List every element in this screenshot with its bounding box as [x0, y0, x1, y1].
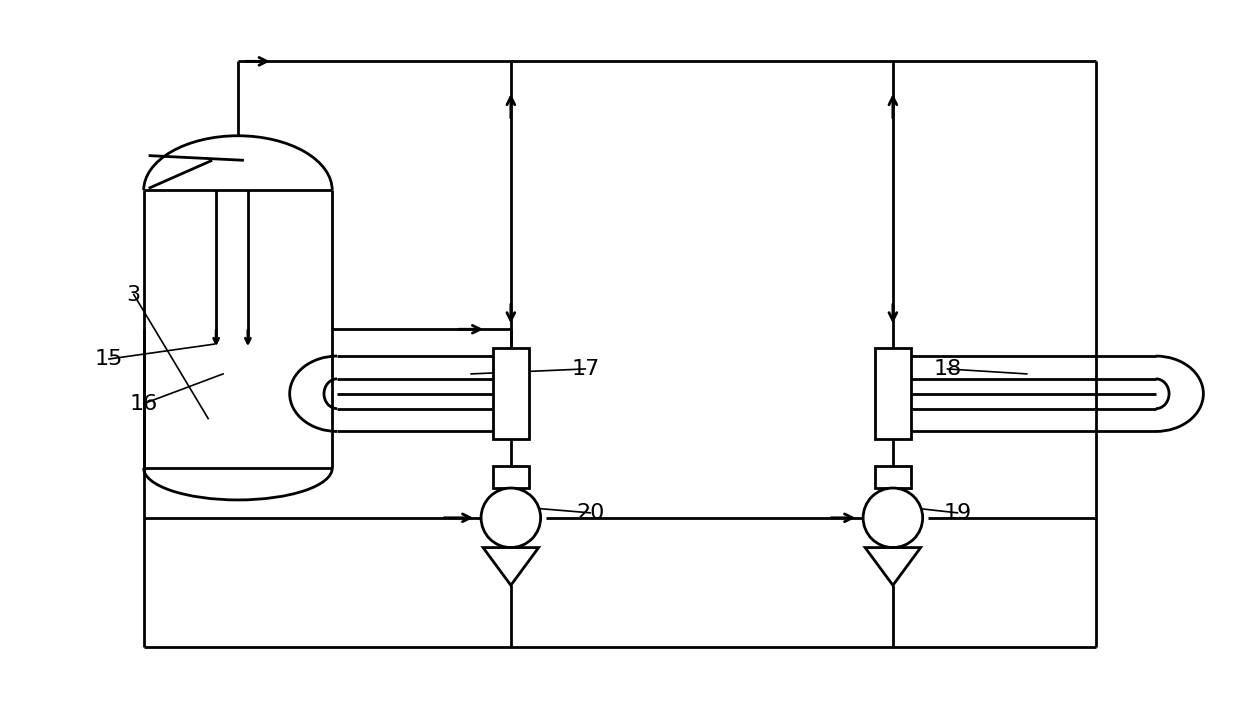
- Bar: [875, 348, 910, 439]
- Text: 19: 19: [944, 503, 971, 523]
- Text: 20: 20: [577, 503, 604, 523]
- Text: 17: 17: [572, 359, 599, 379]
- Polygon shape: [484, 547, 538, 585]
- Text: 18: 18: [934, 359, 961, 379]
- Polygon shape: [866, 547, 920, 585]
- Circle shape: [863, 488, 923, 547]
- Text: 16: 16: [129, 394, 157, 413]
- Text: 3: 3: [126, 285, 141, 305]
- Circle shape: [481, 488, 541, 547]
- Text: 15: 15: [94, 349, 123, 369]
- Bar: [875, 466, 910, 488]
- Bar: [494, 466, 528, 488]
- Bar: [494, 348, 528, 439]
